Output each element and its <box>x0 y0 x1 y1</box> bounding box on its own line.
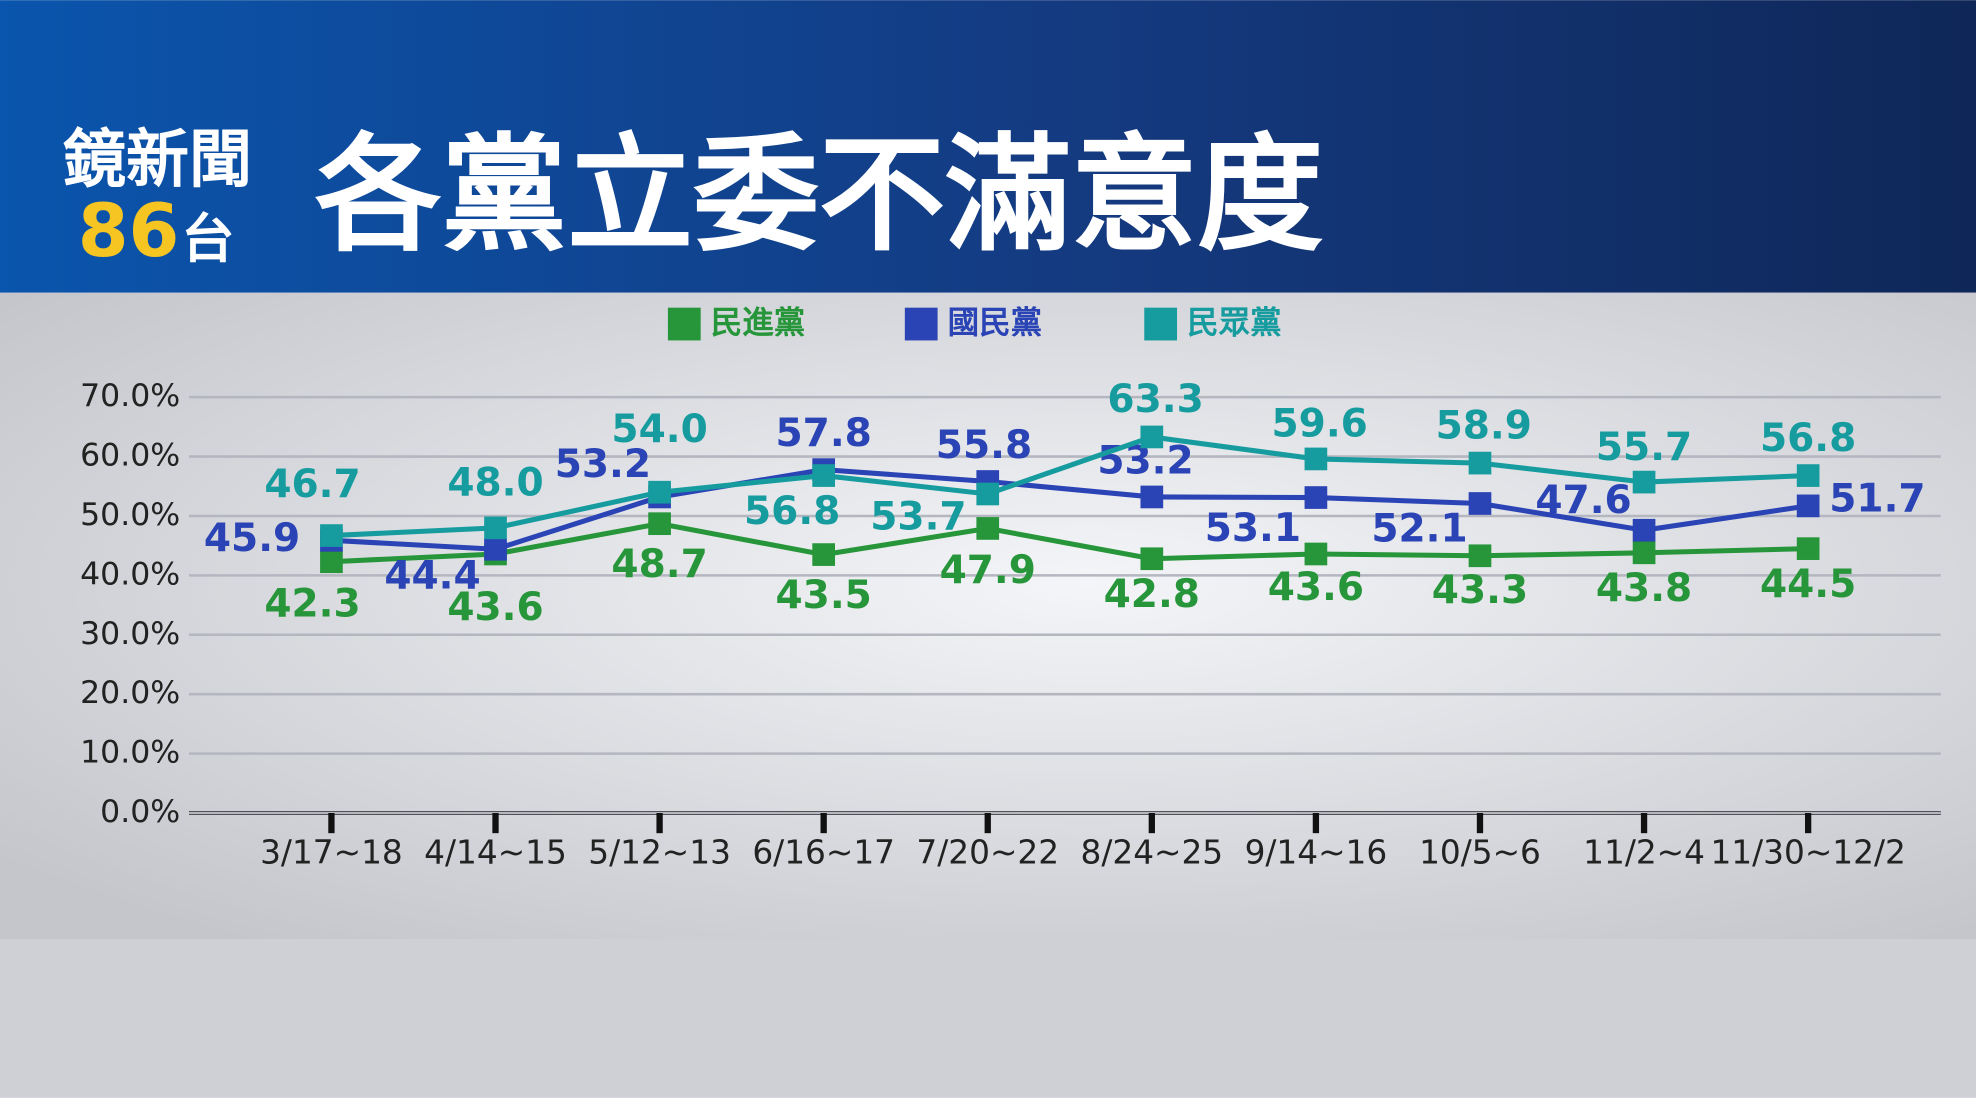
data-point <box>1468 492 1492 515</box>
legend-label: 國民黨 <box>948 305 1043 341</box>
data-point <box>1304 542 1328 566</box>
data-label: 45.9 <box>204 516 300 561</box>
y-tick-label: 40.0% <box>80 556 180 592</box>
data-label: 51.7 <box>1829 476 1925 521</box>
x-tick-label: 5/12~13 <box>588 834 731 872</box>
data-label: 54.0 <box>611 407 707 452</box>
x-tick-label: 7/20~22 <box>916 834 1059 872</box>
legend-label: 民眾黨 <box>1187 305 1282 341</box>
data-label: 43.3 <box>1432 568 1528 613</box>
data-point <box>648 512 671 536</box>
data-point <box>320 524 343 547</box>
data-point <box>648 480 671 504</box>
data-label: 53.7 <box>870 495 966 540</box>
data-label: 58.9 <box>1436 403 1532 448</box>
y-tick-label: 20.0% <box>80 675 180 711</box>
data-point <box>1468 544 1492 568</box>
y-tick-label: 70.0% <box>80 378 180 414</box>
data-point <box>1796 494 1820 518</box>
x-tick-label: 8/24~25 <box>1080 834 1223 872</box>
legend-swatch <box>904 307 938 341</box>
legend-swatch <box>1144 307 1178 341</box>
legend-label: 民進黨 <box>711 305 806 341</box>
data-label: 53.1 <box>1205 506 1301 551</box>
data-label: 42.8 <box>1104 572 1200 617</box>
data-point <box>812 464 836 487</box>
data-point <box>1796 464 1820 487</box>
data-label: 56.8 <box>744 489 840 534</box>
x-tick-label: 11/30~12/2 <box>1710 834 1905 872</box>
data-label: 43.5 <box>775 573 871 618</box>
data-label: 48.0 <box>447 460 543 505</box>
data-label: 63.3 <box>1107 377 1203 422</box>
series-line <box>331 521 1809 565</box>
y-tick-label: 0.0% <box>100 794 180 830</box>
data-point <box>1140 425 1164 449</box>
data-label: 59.6 <box>1272 402 1368 447</box>
series-line <box>331 467 1809 552</box>
data-point <box>1140 485 1164 509</box>
data-point <box>1304 447 1328 471</box>
data-label: 52.1 <box>1371 507 1467 552</box>
data-label: 55.8 <box>936 423 1032 468</box>
data-label: 55.7 <box>1596 425 1692 470</box>
y-tick-label: 30.0% <box>80 616 180 652</box>
x-tick-label: 4/14~15 <box>424 834 567 872</box>
data-point <box>1304 486 1328 509</box>
data-point <box>1468 451 1492 475</box>
data-point <box>484 516 507 540</box>
data-label: 47.6 <box>1535 478 1631 523</box>
data-point <box>1632 470 1656 494</box>
data-label: 48.7 <box>611 542 707 587</box>
data-point <box>1632 518 1656 542</box>
header <box>0 0 1976 293</box>
legend-swatch <box>667 307 701 341</box>
brand-name: 鏡新聞 <box>63 123 252 196</box>
data-label: 42.3 <box>264 581 360 626</box>
data-point <box>1796 537 1820 560</box>
x-tick-label: 9/14~16 <box>1245 834 1388 872</box>
data-label: 47.9 <box>940 548 1036 593</box>
brand-channel: 86 <box>78 189 180 274</box>
x-tick-label: 6/16~17 <box>752 834 895 872</box>
y-tick-label: 50.0% <box>80 497 180 533</box>
data-point <box>484 537 507 561</box>
data-label: 43.6 <box>1268 565 1364 610</box>
data-label: 44.5 <box>1760 562 1856 607</box>
x-tick-label: 10/5~6 <box>1419 834 1541 872</box>
data-label: 56.8 <box>1760 416 1856 461</box>
y-tick-label: 60.0% <box>80 438 180 474</box>
data-label: 43.8 <box>1596 566 1692 611</box>
brand-suffix: 台 <box>181 209 234 270</box>
data-point <box>1632 541 1656 565</box>
data-label: 46.7 <box>264 462 360 507</box>
chart-title: 各黨立委不滿意度 <box>315 120 1323 268</box>
data-point <box>1140 547 1164 571</box>
data-label: 44.4 <box>384 554 480 599</box>
y-tick-label: 10.0% <box>80 735 180 771</box>
data-point <box>976 482 1000 506</box>
data-label: 53.2 <box>555 442 651 487</box>
x-tick-label: 3/17~18 <box>260 834 403 872</box>
x-tick-label: 11/2~4 <box>1583 834 1705 872</box>
data-label: 43.6 <box>447 585 543 630</box>
data-point <box>812 543 836 566</box>
series-line <box>331 434 1809 539</box>
data-point <box>320 550 343 574</box>
data-label: 57.8 <box>775 411 871 456</box>
data-point <box>976 517 1000 540</box>
